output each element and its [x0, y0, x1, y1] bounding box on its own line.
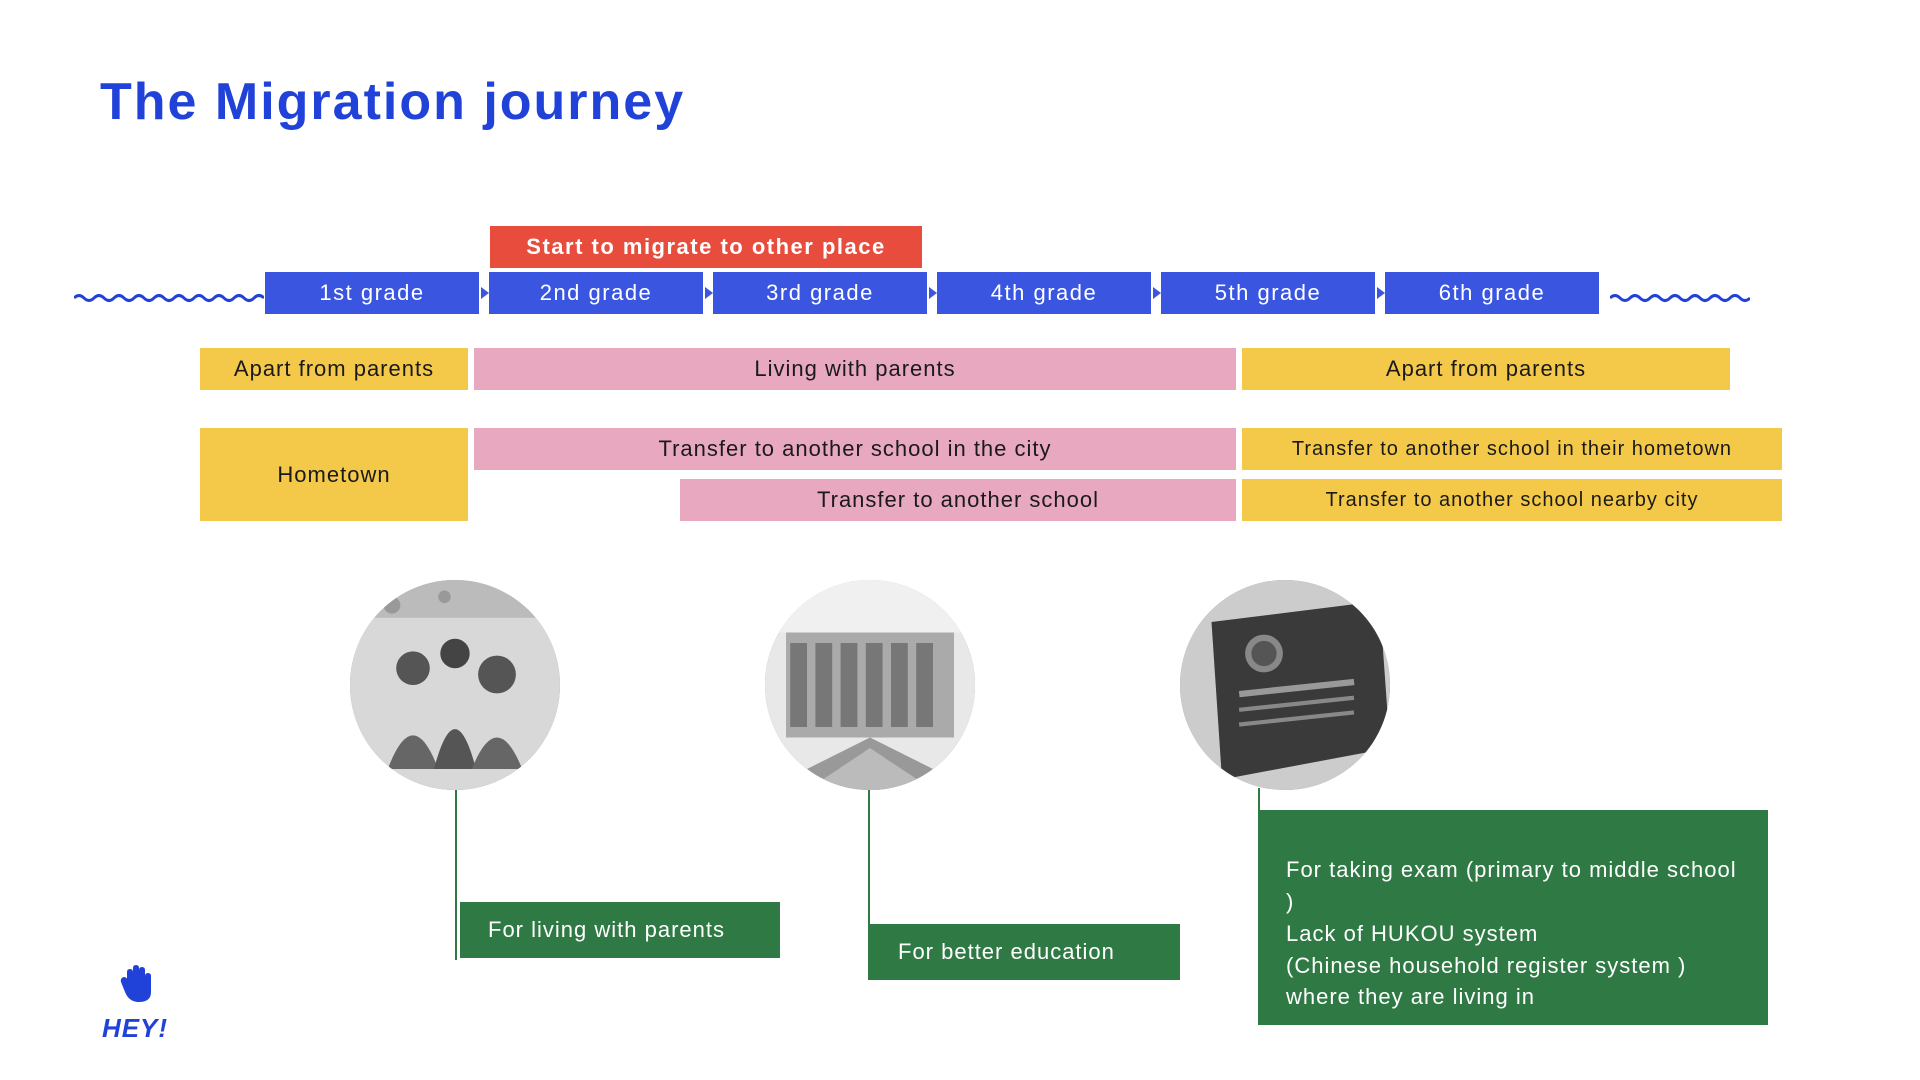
grade-5: 5th grade: [1161, 272, 1375, 314]
grade-6: 6th grade: [1385, 272, 1599, 314]
bar-transfer-city: Transfer to another school in the city: [474, 428, 1236, 470]
caption-text: For living with parents: [488, 917, 725, 942]
bar-label: Transfer to another school nearby city: [1326, 489, 1699, 512]
grade-label: 1st grade: [319, 280, 424, 306]
caption-family: For living with parents: [460, 902, 780, 958]
page-title: The Migration journey: [100, 72, 685, 132]
reason-hukou: [1180, 580, 1390, 790]
grade-label: 2nd grade: [540, 280, 653, 306]
bar-apart-2: Apart from parents: [1242, 348, 1730, 390]
bar-transfer-hometown: Transfer to another school in their home…: [1242, 428, 1782, 470]
hand-icon: [90, 962, 180, 1013]
migration-callout: Start to migrate to other place: [490, 226, 922, 268]
bar-label: Hometown: [277, 462, 390, 488]
hey-logo: HEY!: [90, 962, 180, 1044]
squiggle-left: [74, 293, 264, 297]
grade-4: 4th grade: [937, 272, 1151, 314]
bar-living-parents: Living with parents: [474, 348, 1236, 390]
building-image: [765, 580, 975, 790]
grade-timeline: 1st grade 2nd grade 3rd grade 4th grade …: [265, 272, 1599, 314]
bar-label: Apart from parents: [1386, 356, 1586, 382]
document-image: [1180, 580, 1390, 790]
grade-1: 1st grade: [265, 272, 479, 314]
grade-label: 4th grade: [991, 280, 1097, 306]
caption-education: For better education: [870, 924, 1180, 980]
grade-label: 3rd grade: [766, 280, 874, 306]
connector-3: [1258, 788, 1260, 810]
connector-1: [455, 790, 457, 960]
grade-label: 6th grade: [1439, 280, 1545, 306]
grade-3: 3rd grade: [713, 272, 927, 314]
caption-text: For better education: [898, 939, 1115, 964]
reason-education: [765, 580, 975, 790]
bar-label: Transfer to another school in the city: [658, 436, 1051, 462]
bar-label: Transfer to another school in their home…: [1292, 438, 1732, 461]
bar-transfer-nearby: Transfer to another school nearby city: [1242, 479, 1782, 521]
grade-2: 2nd grade: [489, 272, 703, 314]
bar-label: Apart from parents: [234, 356, 434, 382]
bar-transfer-another: Transfer to another school: [680, 479, 1236, 521]
bar-label: Transfer to another school: [817, 487, 1099, 513]
caption-hukou: For taking exam (primary to middle schoo…: [1258, 810, 1768, 1025]
logo-text: HEY!: [90, 1013, 180, 1044]
bar-apart-1: Apart from parents: [200, 348, 468, 390]
caption-text: For taking exam (primary to middle schoo…: [1286, 857, 1737, 1010]
family-image: [350, 580, 560, 790]
bar-hometown: Hometown: [200, 428, 468, 521]
bar-label: Living with parents: [754, 356, 955, 382]
reason-family: [350, 580, 560, 790]
squiggle-right: [1610, 293, 1750, 297]
callout-label: Start to migrate to other place: [526, 234, 885, 259]
grade-label: 5th grade: [1215, 280, 1321, 306]
